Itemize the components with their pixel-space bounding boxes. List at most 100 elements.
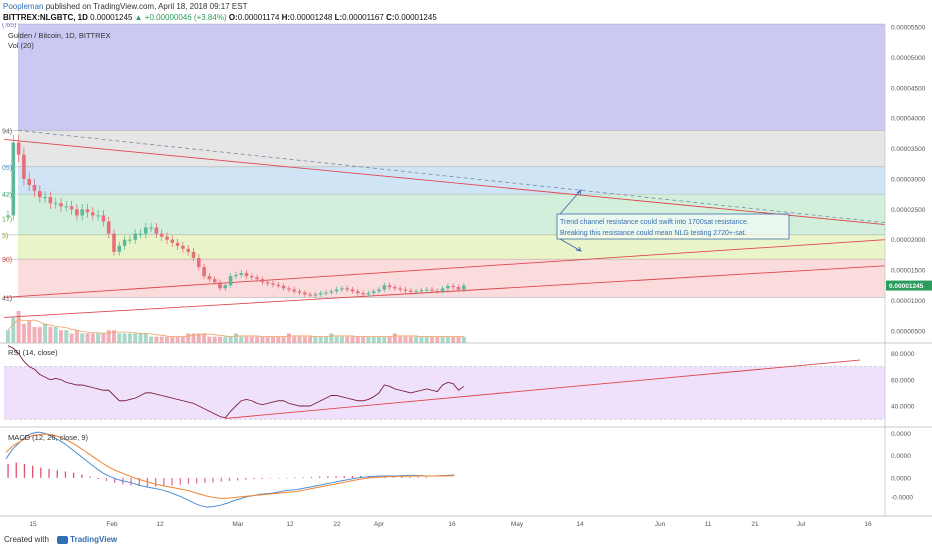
candle-body <box>292 289 296 292</box>
volume-bar <box>90 333 95 343</box>
chart-legend-title: Gulden / Bitcoin, 1D, BITTREX <box>8 31 111 40</box>
candle-body <box>170 239 175 243</box>
candle-body <box>106 221 111 234</box>
price-tick-label: 0.00005000 <box>891 55 926 62</box>
candle-body <box>440 288 445 292</box>
volume-bar <box>414 336 419 343</box>
volume-bar <box>223 336 228 343</box>
candle-body <box>80 209 84 216</box>
candle-body <box>255 277 259 280</box>
volume-bar <box>170 336 175 343</box>
candle-body <box>366 293 371 295</box>
candle-body <box>340 288 344 290</box>
volume-bar <box>430 336 434 343</box>
price-tick-label: 0.00003000 <box>891 176 926 183</box>
candle-body <box>387 285 392 288</box>
volume-bar <box>233 333 238 343</box>
volume-bar <box>196 333 201 343</box>
candle-body <box>318 293 323 295</box>
volume-bar <box>133 333 138 343</box>
volume-bar <box>11 317 16 343</box>
candle-body <box>281 285 286 289</box>
price-pane[interactable]: (.65) 94) 05) 42) 17) 5) 90) 41) <box>2 23 886 343</box>
candle-body <box>297 291 302 293</box>
volume-bar <box>324 336 328 343</box>
macd-histogram-bar <box>409 476 411 478</box>
volume-bar <box>101 333 106 343</box>
low-value: 0.00001167 <box>342 13 384 22</box>
candle-body <box>361 293 365 295</box>
close-label: C: <box>386 13 395 22</box>
macd-histogram-bar <box>138 477 140 487</box>
candle-body <box>48 197 53 204</box>
volume-bar <box>69 333 74 343</box>
candle-body <box>22 154 26 179</box>
volume-bar <box>165 336 169 343</box>
volume-bar <box>297 336 302 343</box>
macd-histogram-bar <box>335 476 337 478</box>
chart-area[interactable]: (.65)94)05)42)17)5)90)41) 0.000005000.00… <box>0 23 932 533</box>
candle-body <box>456 287 461 290</box>
volume-bar <box>329 333 334 343</box>
volume-bar <box>96 333 101 343</box>
x-tick-label: 16 <box>448 521 456 528</box>
username-link[interactable]: Poopleman <box>3 2 44 11</box>
candle-body <box>144 227 148 234</box>
candle-body <box>350 289 355 292</box>
volume-bar <box>112 330 116 343</box>
macd-histogram-bar <box>294 477 296 479</box>
macd-legend: MACD (12, 26, close, 9) <box>8 433 89 442</box>
annotation-box[interactable]: Trend channel resistance could swift int… <box>556 213 790 240</box>
volume-bar <box>202 333 207 343</box>
macd-histogram-bar <box>73 472 75 478</box>
rsi-band <box>4 366 885 420</box>
macd-histogram-bar <box>196 477 198 484</box>
candle-body <box>260 279 265 283</box>
candle-body <box>133 233 137 240</box>
macd-line <box>5 431 455 508</box>
open-label: O: <box>228 13 238 22</box>
price-tick-label: 0.00004500 <box>891 85 926 92</box>
volume-ma-line <box>7 319 464 338</box>
published-text: published on TradingView.com, April 18, … <box>45 2 248 11</box>
volume-bar <box>207 336 212 343</box>
candle-body <box>313 294 318 296</box>
rsi-tick-label: 60.0000 <box>891 377 915 384</box>
fib-label: 17) <box>2 216 12 223</box>
macd-histogram-bar <box>187 477 190 485</box>
price-tick-label: 0.00002000 <box>891 237 926 244</box>
volume-bar <box>377 336 381 343</box>
candle-body <box>75 209 79 216</box>
candle-body <box>276 284 281 286</box>
volume-bar <box>117 333 122 343</box>
candle-body <box>197 257 201 268</box>
volume-bar <box>371 336 376 343</box>
volume-bar <box>80 333 85 343</box>
x-tick-label: Feb <box>106 521 118 528</box>
volume-bar <box>440 336 445 343</box>
volume-bar <box>122 333 127 343</box>
candle-body <box>191 251 196 258</box>
volume-bar <box>302 336 307 343</box>
footer-brand[interactable]: TradingView <box>70 535 118 544</box>
volume-bar <box>318 336 323 343</box>
rsi-pane[interactable] <box>4 345 885 420</box>
macd-histogram-bar <box>245 477 247 480</box>
macd-histogram-bar <box>114 477 116 483</box>
macd-tick-label: -0.0000 <box>891 494 913 501</box>
symbol-label: BITTREX:NLGBTC, 1D <box>3 13 88 22</box>
price-tick-label: 0.00001500 <box>891 268 926 275</box>
candle-body <box>345 288 349 290</box>
volume-bar <box>212 336 217 343</box>
price-tick-label: 0.00002500 <box>891 207 926 214</box>
candle-body <box>154 227 159 234</box>
price-change: ▲ +0.00000046 (+3.84%) <box>134 13 227 22</box>
fib-label: 42) <box>2 192 12 199</box>
macd-histogram-bar <box>130 477 132 486</box>
x-tick-label: 21 <box>751 521 759 528</box>
macd-pane[interactable] <box>5 431 455 508</box>
volume-bar <box>355 336 360 343</box>
volume-bar <box>334 336 339 343</box>
volume-bar <box>180 336 185 343</box>
candle-body <box>271 283 275 285</box>
